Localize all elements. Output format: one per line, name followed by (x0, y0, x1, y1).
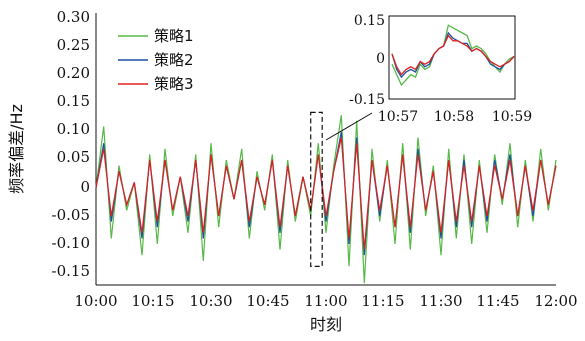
x-tick-10-45: 10:45 (246, 292, 289, 310)
x-tick-10-30: 10:30 (189, 292, 232, 310)
legend: 策略1 策略2 策略3 (118, 27, 194, 93)
x-axis-label: 时刻 (310, 315, 342, 334)
y-tick-0.15: 0.15 (57, 92, 90, 110)
inset-x-tick-10-58: 10:58 (434, 109, 474, 125)
zoom-connector-line (325, 112, 373, 141)
y-tick-0.30: 0.30 (57, 8, 90, 26)
inset-chart: 0.15 0 -0.15 10:57 10:58 10:59 (349, 13, 532, 125)
y-tick-0.25: 0.25 (57, 36, 90, 54)
y-tick-0: 0 (80, 178, 90, 196)
inset-x-tick-10-59: 10:59 (492, 109, 532, 125)
legend-label-strategy-3: 策略3 (154, 75, 194, 93)
x-tick-11-45: 11:45 (476, 292, 519, 310)
y-tick-0.10: 0.10 (57, 120, 90, 138)
inset-y-tick--0.15: -0.15 (349, 92, 385, 108)
y-tick--0.15: -0.15 (52, 262, 90, 280)
legend-label-strategy-1: 策略1 (154, 27, 194, 45)
x-tick-10-00: 10:00 (74, 292, 117, 310)
series-line-strategy-3 (95, 137, 557, 250)
x-tick-11-15: 11:15 (361, 292, 404, 310)
x-tick-11-00: 11:00 (304, 292, 347, 310)
inset-series-group (391, 24, 515, 87)
inset-series-line-strategy-2 (391, 31, 515, 79)
inset-series-line-strategy-3 (391, 34, 515, 76)
inset-frame (388, 15, 516, 100)
y-tick--0.05: -0.05 (52, 206, 90, 224)
y-tick-0.20: 0.20 (57, 64, 90, 82)
y-tick--0.10: -0.10 (52, 234, 90, 252)
y-tick-labels: 0.30 0.25 0.20 0.15 0.10 0.05 0 -0.05 -0… (52, 8, 90, 280)
inset-series-line-strategy-1 (391, 24, 515, 87)
x-tick-11-30: 11:30 (419, 292, 462, 310)
inset-y-tick-0.15: 0.15 (354, 13, 385, 29)
x-tick-10-15: 10:15 (131, 292, 174, 310)
y-tick-0.05: 0.05 (57, 148, 90, 166)
y-axis-label: 频率偏差/Hz (7, 104, 26, 194)
series-line-strategy-1 (95, 115, 557, 284)
main-series-group (95, 115, 557, 284)
x-tick-12-00: 12:00 (534, 292, 577, 310)
inset-x-tick-10-57: 10:57 (378, 109, 418, 125)
x-tick-labels: 10:00 10:15 10:30 10:45 11:00 11:15 11:3… (74, 292, 577, 310)
inset-y-tick-0: 0 (376, 51, 385, 67)
legend-label-strategy-2: 策略2 (154, 51, 194, 69)
zoom-highlight-box (310, 111, 323, 268)
